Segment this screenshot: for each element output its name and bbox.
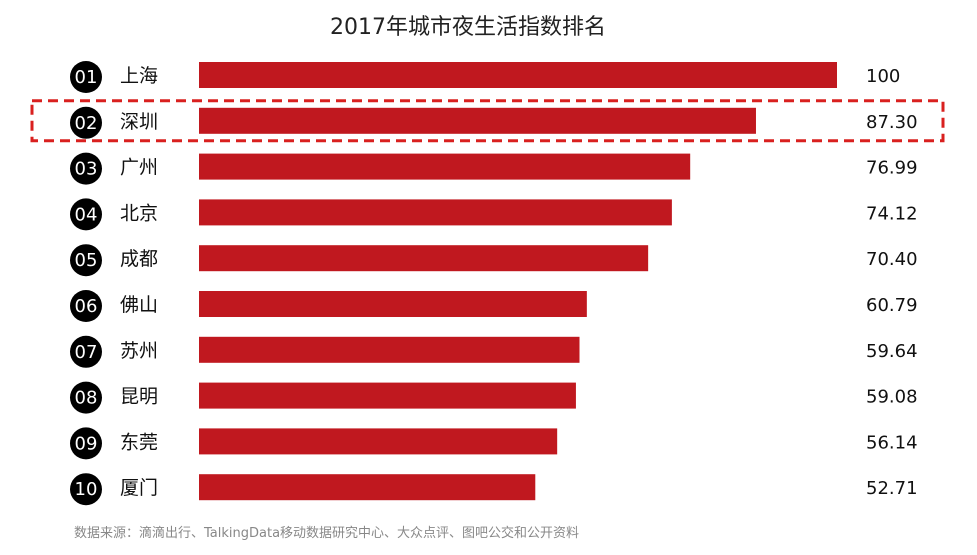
value-label: 56.14 [866, 432, 918, 453]
value-label: 59.64 [866, 341, 918, 362]
rank-badge [70, 427, 102, 460]
city-label: 广州 [120, 157, 158, 179]
rank-number: 10 [75, 479, 98, 500]
bar [199, 199, 672, 226]
rank-badge [70, 61, 102, 93]
rank-badge [70, 335, 102, 368]
rank-badge [70, 244, 102, 277]
value-label: 60.79 [866, 295, 918, 316]
rank-badge [70, 198, 102, 231]
chart-title: 2017年城市夜生活指数排名 [330, 15, 606, 40]
rank-badge [70, 473, 102, 506]
rank-badge [70, 381, 102, 414]
value-label: 70.40 [866, 249, 918, 270]
city-label: 上海 [120, 65, 158, 87]
city-label: 佛山 [120, 294, 158, 316]
rank-number: 02 [75, 113, 98, 134]
bar [199, 245, 649, 272]
rank-number: 07 [75, 342, 98, 363]
highlight-box [30, 99, 945, 143]
rank-badge [70, 106, 102, 139]
rank-number: 01 [75, 67, 98, 88]
rank-badge [70, 152, 102, 185]
city-label: 北京 [120, 202, 158, 224]
bar [199, 107, 756, 134]
rank-number: 09 [75, 433, 98, 454]
rank-number: 08 [75, 388, 98, 409]
value-label: 52.71 [866, 478, 918, 499]
value-label: 100 [866, 66, 900, 87]
rank-number: 04 [75, 204, 98, 225]
bar [199, 382, 576, 409]
value-label: 76.99 [866, 158, 918, 179]
city-label: 苏州 [120, 340, 158, 362]
city-label: 深圳 [120, 111, 158, 133]
rank-number: 05 [75, 250, 98, 271]
bar [199, 474, 536, 501]
value-label: 87.30 [866, 112, 918, 133]
data-source-note: 数据来源：滴滴出行、TalkingData移动数据研究中心、大众点评、图吧公交和… [74, 525, 579, 541]
rank-number: 06 [75, 296, 98, 317]
bar [199, 336, 580, 363]
chart-rows: 01 上海 100 02 深圳 87.30 03 广州 76.99 04 北京 74.12 05 成都 70… [30, 61, 945, 506]
city-label: 成都 [120, 248, 158, 270]
bar [199, 62, 837, 88]
city-label: 东莞 [120, 431, 158, 453]
bar [199, 291, 587, 317]
value-label: 59.08 [866, 387, 918, 408]
bar [199, 153, 691, 180]
city-label: 厦门 [120, 477, 158, 499]
value-label: 74.12 [866, 203, 918, 224]
rank-number: 03 [75, 159, 98, 180]
rank-badge [70, 290, 102, 322]
bar [199, 428, 558, 455]
city-label: 昆明 [120, 386, 158, 408]
